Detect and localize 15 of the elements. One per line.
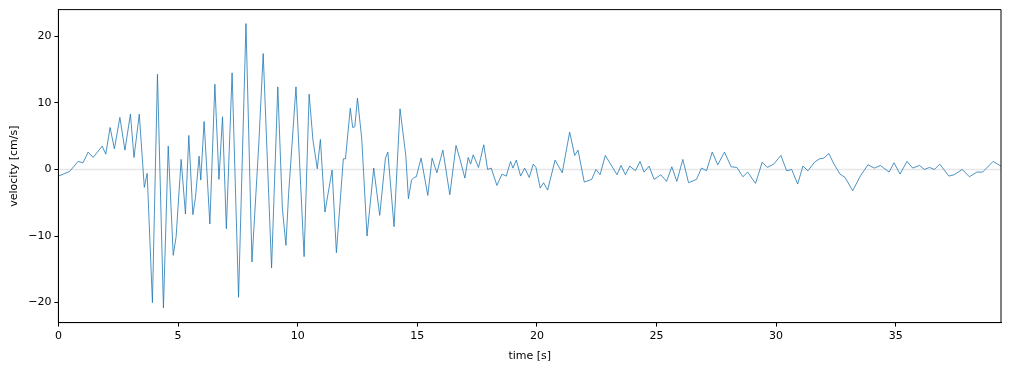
y-tick-label: 0 (44, 162, 52, 176)
y-tick-label: −20 (28, 295, 52, 309)
x-tick-label: 0 (54, 329, 62, 343)
y-tick-label: 20 (37, 29, 52, 43)
x-tick-label: 10 (290, 329, 305, 343)
x-tick-label: 35 (888, 329, 903, 343)
x-tick-label: 25 (649, 329, 664, 343)
x-tick-label: 5 (174, 329, 182, 343)
x-tick-label: 15 (410, 329, 425, 343)
x-axis-title: time [s] (508, 349, 552, 363)
x-tick-label: 30 (769, 329, 784, 343)
x-tick-label: 20 (529, 329, 544, 343)
y-tick-label: −10 (28, 228, 52, 242)
y-tick-label: 10 (37, 95, 52, 109)
y-axis-title: velocity [cm/s] (7, 125, 21, 207)
